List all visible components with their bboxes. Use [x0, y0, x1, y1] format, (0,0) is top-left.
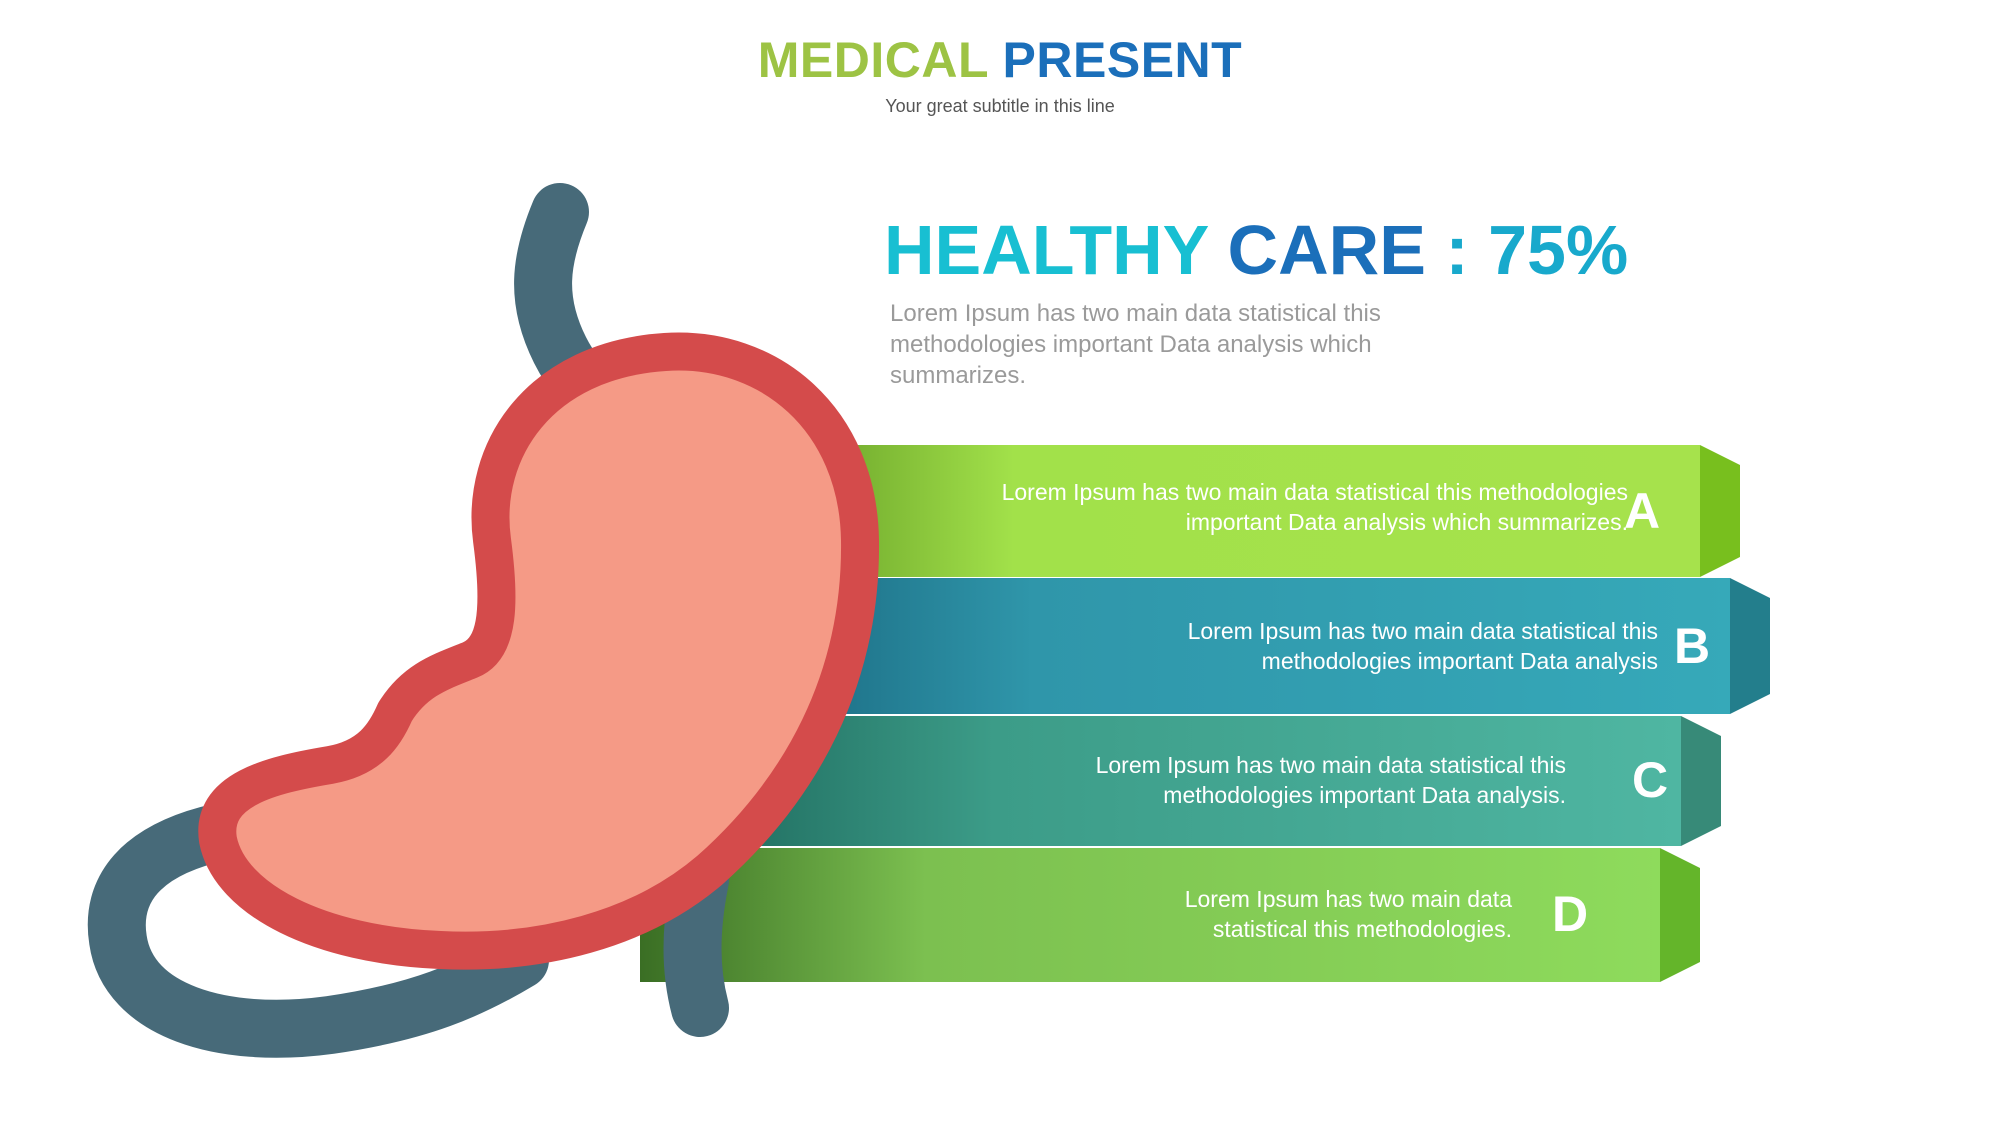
slide-title-part2: PRESENT	[1002, 32, 1243, 88]
slide-header: MEDICAL PRESENT Your great subtitle in t…	[0, 30, 2000, 117]
band-a-line1: Lorem Ipsum has two main data statistica…	[1001, 479, 1628, 505]
band-d: Lorem Ipsum has two main data statistica…	[640, 848, 1700, 982]
headline-description: Lorem Ipsum has two main data statistica…	[890, 300, 1381, 389]
band-a-line2: important Data analysis which summarizes…	[1185, 509, 1628, 535]
band-a-shape	[820, 445, 1740, 577]
band-d-letter: D	[1551, 886, 1589, 942]
band-c-line1: Lorem Ipsum has two main data statistica…	[1095, 752, 1566, 778]
band-b-line1: Lorem Ipsum has two main data statistica…	[1187, 618, 1658, 644]
band-c-line2: methodologies important Data analysis.	[1163, 782, 1566, 808]
band-c-text: Lorem Ipsum has two main data statistica…	[806, 750, 1566, 810]
band-a: Lorem Ipsum has two main data statistica…	[820, 445, 1740, 577]
band-d-text: Lorem Ipsum has two main data statistica…	[812, 884, 1512, 944]
band-b-shape	[800, 578, 1770, 714]
band-b: Lorem Ipsum has two main data statistica…	[800, 578, 1770, 714]
band-a-letter: A	[1623, 483, 1661, 539]
band-c-shape	[700, 716, 1721, 846]
intestine-loop-shape	[87, 803, 549, 1058]
band-a-text: Lorem Ipsum has two main data statistica…	[868, 477, 1628, 537]
headline-part3: : 75%	[1445, 211, 1629, 289]
band-b-text: Lorem Ipsum has two main data statistica…	[898, 616, 1658, 676]
stomach-body-shape	[198, 332, 880, 970]
band-d-shape	[640, 848, 1700, 982]
slide-title-part1: MEDICAL	[757, 32, 989, 88]
slide-title: MEDICAL PRESENT	[0, 30, 2000, 90]
band-c: Lorem Ipsum has two main data statistica…	[700, 716, 1721, 846]
band-b-letter: B	[1673, 618, 1711, 674]
headline: HEALTHY CARE : 75%	[884, 208, 1628, 292]
slide-subtitle: Your great subtitle in this line	[885, 96, 1115, 116]
headline-part1: HEALTHY	[884, 211, 1209, 289]
band-d-line1: Lorem Ipsum has two main data	[1184, 886, 1512, 912]
headline-part2: CARE	[1227, 211, 1426, 289]
band-c-letter: C	[1631, 752, 1669, 808]
band-d-line2: statistical this methodologies.	[1212, 916, 1512, 942]
band-b-line2: methodologies important Data analysis	[1261, 648, 1658, 674]
